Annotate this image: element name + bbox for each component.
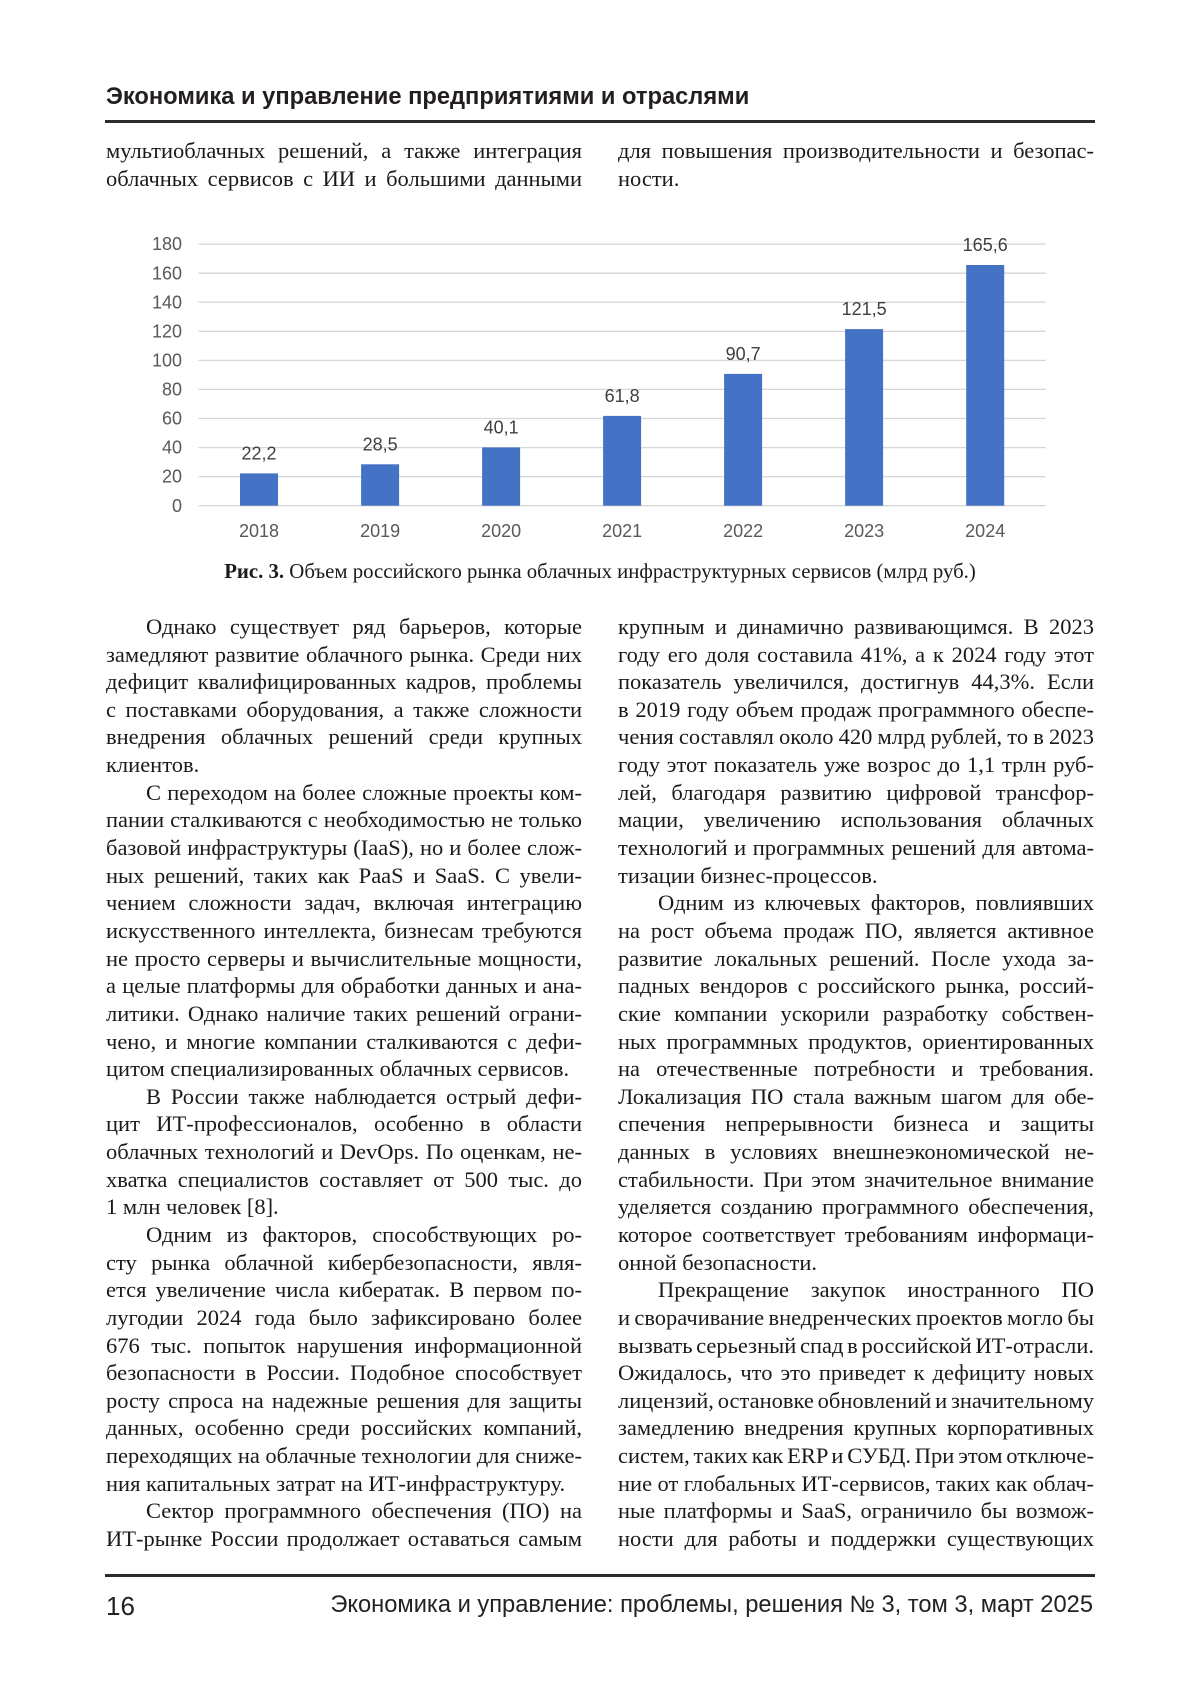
svg-text:180: 180 bbox=[152, 234, 182, 254]
svg-text:100: 100 bbox=[152, 351, 182, 371]
svg-text:160: 160 bbox=[152, 263, 182, 283]
svg-text:40,1: 40,1 bbox=[484, 417, 519, 437]
svg-text:90,7: 90,7 bbox=[726, 344, 761, 364]
svg-text:22,2: 22,2 bbox=[241, 443, 276, 463]
svg-text:140: 140 bbox=[152, 292, 182, 312]
svg-text:120: 120 bbox=[152, 321, 182, 341]
svg-text:28,5: 28,5 bbox=[363, 434, 398, 454]
svg-text:2018: 2018 bbox=[239, 521, 279, 541]
svg-text:2024: 2024 bbox=[965, 521, 1005, 541]
svg-text:2020: 2020 bbox=[481, 521, 521, 541]
svg-text:121,5: 121,5 bbox=[842, 299, 887, 319]
svg-text:40: 40 bbox=[162, 438, 182, 458]
svg-text:61,8: 61,8 bbox=[605, 386, 640, 406]
svg-text:20: 20 bbox=[162, 467, 182, 487]
svg-text:2023: 2023 bbox=[844, 521, 884, 541]
svg-text:60: 60 bbox=[162, 409, 182, 429]
svg-text:0: 0 bbox=[172, 496, 182, 516]
svg-text:2019: 2019 bbox=[360, 521, 400, 541]
svg-text:2022: 2022 bbox=[723, 521, 763, 541]
svg-text:165,6: 165,6 bbox=[963, 235, 1008, 255]
svg-text:80: 80 bbox=[162, 380, 182, 400]
svg-text:2021: 2021 bbox=[602, 521, 642, 541]
